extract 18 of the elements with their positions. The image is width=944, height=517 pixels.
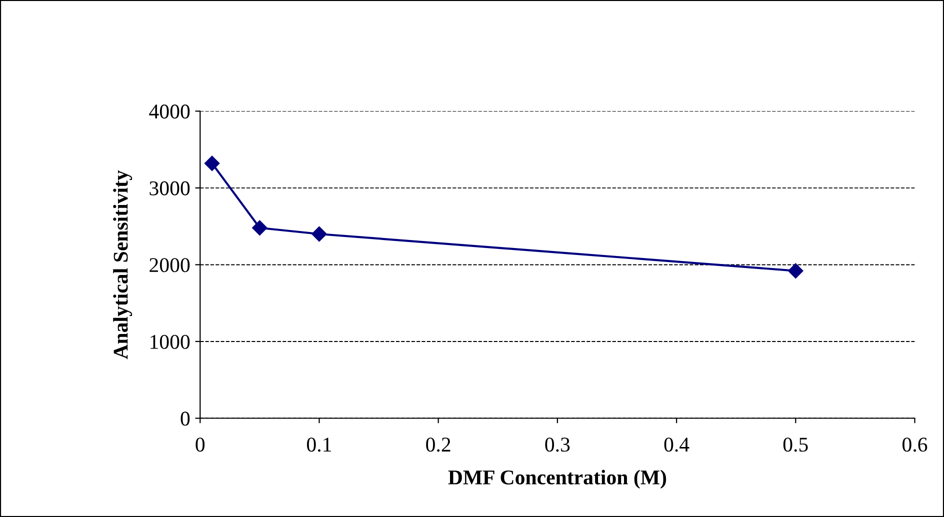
x-tick-label: 0.6 xyxy=(902,438,928,452)
y-tick-label: 3000 xyxy=(150,181,190,196)
y-axis-title: Analytical Sensitivity xyxy=(113,170,132,360)
point xyxy=(252,220,268,236)
point xyxy=(204,156,220,171)
x-tick-label: 0.5 xyxy=(783,438,808,452)
x-tick-label: 0.2 xyxy=(426,438,450,452)
y-tick-label: 4000 xyxy=(149,104,190,119)
point xyxy=(788,263,804,278)
point xyxy=(312,226,327,242)
y-tick-label: 2000 xyxy=(150,258,190,272)
x-tick-label: 0.4 xyxy=(664,438,690,452)
x-tick-label: 0.3 xyxy=(545,438,570,452)
y-tick-label: 0 xyxy=(180,412,190,426)
x-tick-label: 0.1 xyxy=(307,438,331,452)
x-axis-title: DMF Concentration (M) xyxy=(448,470,666,489)
x-tick-label: 0 xyxy=(196,438,205,452)
y-tick-label: 1000 xyxy=(150,334,190,349)
